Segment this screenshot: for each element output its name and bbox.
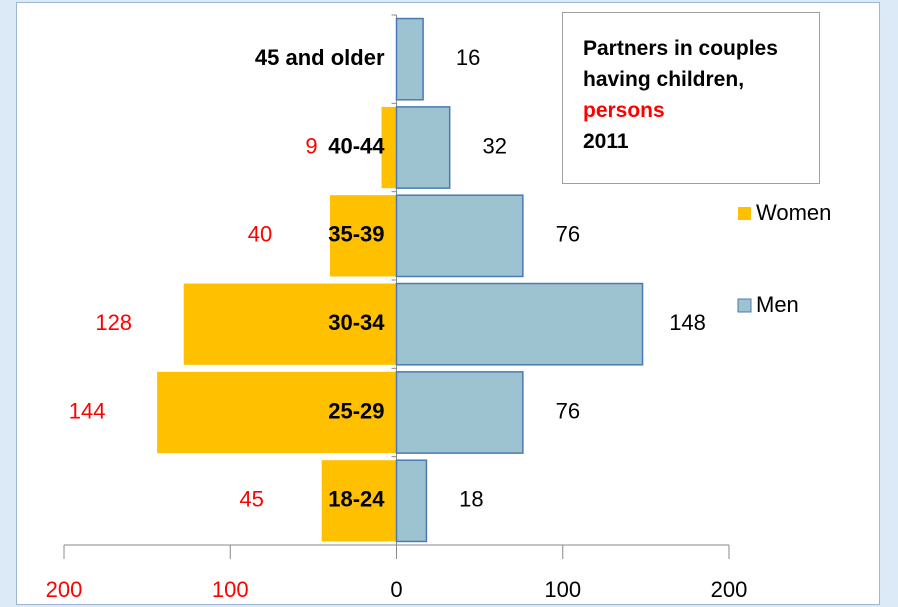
chart-title: Partners in couples having children,	[583, 37, 778, 91]
x-tick-label: 100	[212, 577, 249, 602]
bar	[321, 460, 397, 542]
title-box: Partners in couples having children, pers…	[562, 12, 820, 184]
bar	[381, 106, 397, 189]
category-label: 40-44	[328, 133, 385, 158]
category-label: 25-29	[328, 398, 384, 423]
bar	[395, 17, 424, 101]
value-label: 16	[456, 45, 480, 70]
category-label: 35-39	[328, 222, 384, 247]
legend-swatch	[737, 298, 752, 313]
x-tick-label: 200	[711, 577, 748, 602]
x-tick-label: 100	[544, 577, 581, 602]
title-unit: persons	[583, 99, 665, 122]
value-label: 128	[95, 310, 132, 335]
bar	[183, 283, 397, 365]
value-label: 76	[556, 398, 580, 423]
bar	[395, 459, 428, 543]
value-label: 40	[248, 222, 272, 247]
legend-swatch	[738, 207, 751, 220]
bar	[395, 371, 524, 454]
bar	[157, 371, 397, 454]
value-label: 32	[482, 133, 506, 158]
x-tick-label: 200	[46, 577, 83, 602]
value-label: 76	[556, 222, 580, 247]
value-label: 9	[305, 133, 317, 158]
value-label: 144	[69, 398, 106, 423]
category-label: 45 and older	[255, 45, 385, 70]
legend-label: Women	[756, 200, 831, 225]
bar	[330, 195, 397, 277]
bar	[395, 194, 524, 278]
bar	[395, 106, 451, 189]
category-label: 18-24	[328, 487, 385, 512]
legend-label: Men	[756, 292, 799, 317]
value-label: 45	[239, 487, 263, 512]
category-label: 30-34	[328, 310, 385, 335]
x-tick-label: 0	[390, 577, 402, 602]
title-year: 2011	[583, 130, 629, 153]
value-label: 18	[459, 487, 483, 512]
bar	[395, 282, 644, 366]
value-label: 148	[669, 310, 706, 335]
